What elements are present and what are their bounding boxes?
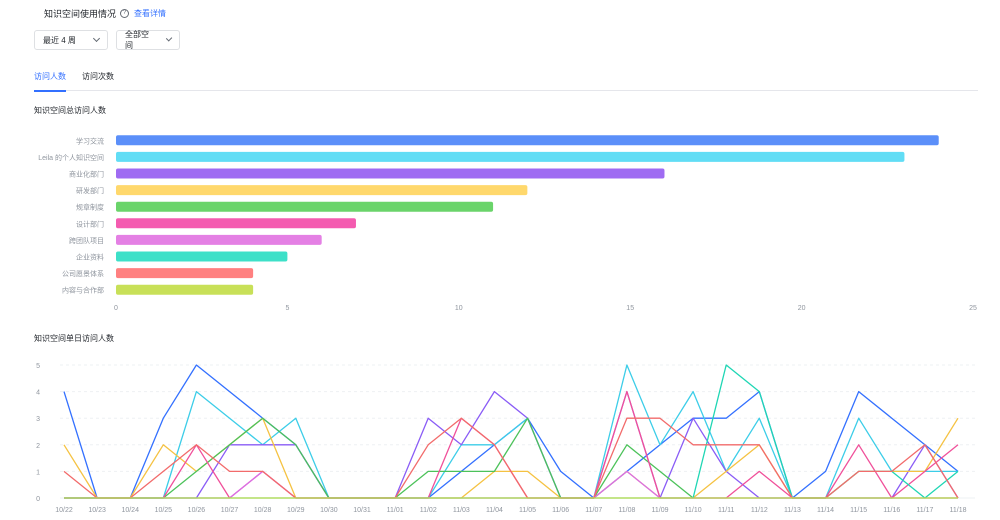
x-tick-label: 10/27	[221, 507, 239, 514]
tab-visits[interactable]: 访问次数	[82, 72, 114, 81]
line-chart-title: 知识空间单日访问人数	[34, 334, 114, 343]
bar-category-label: 商业化部门	[69, 170, 104, 179]
line-chart: 0 1 2 3 4 5 10/22 10/23 10/24 10/25 10/26 10/27 10/2…	[36, 363, 975, 514]
question-circle-icon[interactable]: ?	[120, 8, 130, 18]
x-tick-label: 11/09	[652, 507, 669, 514]
x-tick-label: 11/05	[519, 507, 536, 514]
x-tick-label: 20	[798, 305, 806, 312]
bar	[116, 135, 939, 146]
chevron-down-icon	[165, 35, 173, 42]
x-tick-label: 11/10	[685, 507, 702, 514]
y-tick-label: 1	[36, 469, 40, 476]
bar	[116, 268, 254, 279]
series-line	[64, 470, 958, 499]
x-tick-label: 11/15	[850, 507, 867, 514]
bar-category-label: 企业资料	[76, 253, 104, 262]
bar	[116, 151, 905, 162]
x-tick-label: 10/22	[55, 507, 73, 514]
chevron-down-icon	[92, 34, 101, 43]
bar-chart: 学习交流 Leila 的个人知识空间商业化部门研发部门规章制度设计部门跨团队项目企…	[38, 135, 977, 312]
filter-bar: 最近 4 周 全部空间	[34, 30, 180, 50]
y-tick-label: 3	[36, 416, 40, 423]
x-tick-label: 11/07	[585, 507, 602, 514]
x-tick-label: 15	[626, 305, 634, 312]
x-tick-label: 11/11	[718, 507, 735, 514]
x-tick-label: 0	[114, 305, 118, 312]
x-tick-label: 11/12	[751, 507, 768, 514]
x-tick-label: 25	[969, 305, 977, 312]
x-tick-label: 10/28	[254, 507, 272, 514]
x-tick-label: 11/04	[486, 507, 503, 514]
bar-category-label: Leila 的个人知识空间	[38, 153, 104, 162]
period-select-value: 最近 4 周	[43, 35, 76, 45]
series-line	[64, 417, 958, 499]
x-tick-label: 10/30	[320, 507, 338, 514]
x-tick-label: 11/14	[817, 507, 834, 514]
series-line	[63, 417, 959, 499]
space-select-value: 全部空间	[125, 30, 149, 50]
period-select[interactable]: 最近 4 周	[34, 30, 108, 50]
y-tick-label: 4	[36, 390, 40, 397]
x-tick-label: 10/24	[121, 507, 139, 514]
x-tick-label: 10/26	[188, 507, 206, 514]
series-line	[64, 364, 958, 499]
y-tick-label: 5	[36, 363, 40, 370]
bar-category-label: 研发部门	[76, 186, 104, 195]
x-tick-label: 11/17	[916, 507, 933, 514]
usage-header: 知识空间使用情况 ? 查看详情	[44, 6, 166, 20]
bar-category-label: 规章制度	[76, 203, 104, 212]
x-tick-label: 10/23	[88, 507, 106, 514]
series-line	[63, 417, 959, 499]
bar	[116, 168, 665, 179]
space-select[interactable]: 全部空间	[116, 30, 180, 50]
bar-chart-title: 知识空间总访问人数	[34, 106, 106, 115]
bar-category-label: 设计部门	[76, 219, 104, 228]
x-tick-label: 10/31	[353, 507, 371, 514]
bar	[116, 201, 494, 212]
x-tick-label: 10	[455, 305, 463, 312]
x-tick-label: 10/29	[287, 507, 305, 514]
y-tick-label: 2	[36, 443, 40, 450]
x-tick-label: 5	[285, 305, 289, 312]
y-tick-label: 0	[36, 496, 40, 503]
bar	[116, 284, 254, 295]
bar-category-label: 学习交流	[76, 136, 104, 145]
tab-visitors[interactable]: 访问人数	[34, 70, 66, 92]
bar-category-label: 内容与合作部	[62, 286, 104, 295]
bar-category-label: 公司愿景体系	[62, 269, 104, 278]
bar	[116, 218, 356, 229]
x-tick-label: 11/08	[618, 507, 635, 514]
x-tick-label: 11/02	[420, 507, 437, 514]
metric-tabs: 访问人数 访问次数	[34, 70, 978, 92]
bar	[116, 185, 528, 196]
bar	[116, 251, 288, 262]
x-tick-label: 11/16	[883, 507, 900, 514]
x-tick-label: 11/01	[387, 507, 404, 514]
view-details-link[interactable]: 查看详情	[134, 8, 167, 18]
x-tick-label: 10/25	[155, 507, 173, 514]
x-tick-label: 11/13	[784, 507, 801, 514]
bar	[116, 234, 322, 245]
page-title: 知识空间使用情况	[44, 8, 117, 19]
x-tick-label: 11/18	[950, 507, 967, 514]
bar-category-label: 跨团队项目	[69, 236, 104, 245]
x-tick-label: 11/03	[453, 507, 470, 514]
x-tick-label: 11/06	[552, 507, 569, 514]
